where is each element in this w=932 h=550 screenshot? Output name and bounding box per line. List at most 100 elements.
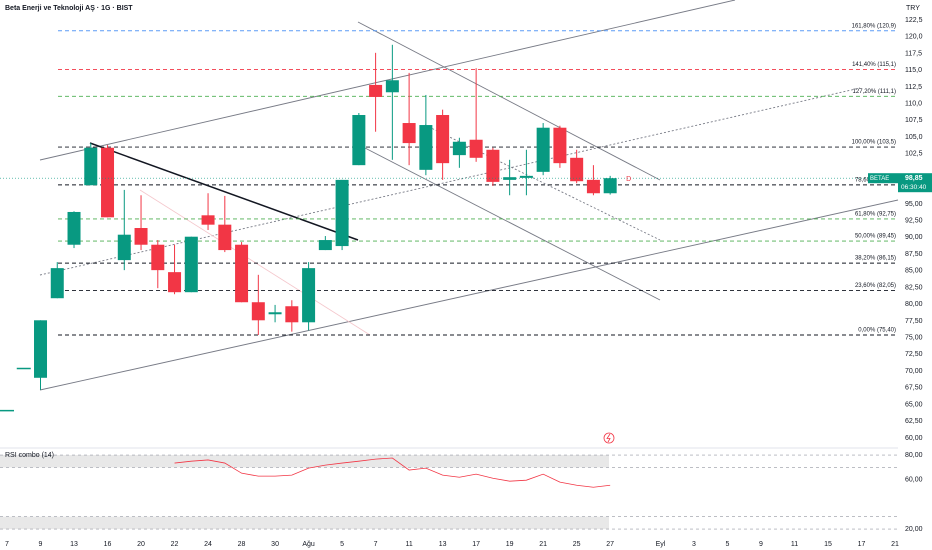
event-icon-bolt [606,433,611,443]
candle-body [268,312,282,315]
y-tick-label: 90,00 [905,234,923,241]
candle-body [352,115,366,166]
y-tick-label: 75,00 [905,335,923,342]
candle-body [201,215,215,225]
candle-body [251,302,265,321]
x-tick-label: 7 [5,541,9,548]
candle-body [184,236,198,293]
drawings [39,0,899,391]
candle-body [218,224,232,251]
y-tick-label: 115,0 [905,67,922,74]
candle-body [302,268,316,323]
candle-body [486,149,500,182]
candle-body [436,115,450,164]
candle-body [67,211,81,245]
candle-body [101,147,115,218]
y-tick-label: 65,00 [905,401,923,408]
y-tick-label: 72,50 [905,351,923,358]
fib-label: 61,80% (92,75) [855,212,896,218]
event-icon[interactable] [603,432,615,444]
symbol-title: Beta Enerji ve Teknoloji AŞ · 1G · BIST [5,5,133,12]
y-tick-label: 87,50 [905,251,923,258]
x-tick-label: Eyl [656,541,666,548]
channel-line [357,21,661,181]
y-tick-label: 60,00 [905,477,923,484]
price-label: 98,85 [905,175,923,182]
channel-line [39,0,736,161]
chart-marker: D [626,176,631,183]
pane-title: RSI combo (14) [5,452,54,459]
x-tick-label: 15 [824,541,832,548]
y-tick-label: 82,50 [905,284,923,291]
channel-mid [39,87,861,276]
candle-body [570,157,584,182]
rsi-band [0,516,609,530]
x-tick-label: 5 [340,541,344,548]
symbol-tag: BETAE [870,176,889,182]
trend-line [89,142,359,241]
candle-body [519,175,533,178]
channel-line [39,199,899,391]
y-tick-label: 105,0 [905,134,923,141]
x-tick-label: Ağu [302,541,315,548]
candle-body [452,141,466,156]
x-tick-label: 3 [692,541,696,548]
rsi-band [0,455,609,468]
x-tick-label: 21 [891,541,899,548]
y-tick-label: 112,5 [905,84,922,91]
x-tick-label: 11 [791,541,798,548]
candle-body [151,244,165,271]
candle-body [235,244,249,303]
candle-body [419,125,433,170]
x-tick-label: 9 [759,541,763,548]
y-tick-label: 117,5 [905,50,922,57]
candle-body [117,234,131,261]
trend-line [139,189,371,336]
y-tick-label: 107,5 [905,117,923,124]
candle-body [84,147,98,186]
x-tick-label: 30 [271,541,279,548]
channel-line [364,147,661,301]
candle-body [34,320,48,378]
candle-body [16,367,31,370]
rsi-line [174,457,611,488]
candle-body [318,240,332,251]
candle-body [335,179,349,247]
candle-body [0,409,14,412]
x-tick-label: 5 [725,541,729,548]
fib-label: 38,20% (86,15) [855,256,896,262]
candle-body [469,139,483,158]
x-tick-label: 9 [39,541,43,548]
candle-body [168,272,182,293]
x-tick-label: 13 [439,541,447,548]
fib-label: 50,00% (89,45) [855,234,896,240]
candle-body [50,268,64,299]
fib-label: 100,00% (103,5) [852,140,896,146]
x-tick-label: 21 [539,541,547,548]
y-tick-label: 80,00 [905,452,923,459]
y-tick-label: 77,50 [905,318,923,325]
fib-label: 0,00% (75,40) [858,328,896,334]
candle-body [586,179,600,194]
y-tick-label: 67,50 [905,385,923,392]
fib-label: 23,60% (82,05) [855,283,896,289]
candle-body [134,228,148,245]
candle-body [369,84,383,97]
candle-body [503,177,517,180]
candle-body [285,306,299,323]
x-tick-label: 11 [405,541,412,548]
fib-label: 141,40% (115,1) [852,62,896,68]
y-tick-label: 70,00 [905,368,923,375]
candle-body [553,127,567,164]
countdown: 06:30:40 [901,184,927,191]
candle-body [536,127,550,172]
fib-label: 127,20% (111,1) [853,89,896,95]
y-tick-label: 62,50 [905,418,923,425]
x-tick-label: 20 [137,541,145,548]
y-tick-label: 20,00 [905,526,923,533]
x-tick-label: 25 [573,541,581,548]
x-tick-label: 19 [506,541,514,548]
fib-label: 161,80% (120,9) [852,23,896,29]
price-label-bg [898,173,932,193]
